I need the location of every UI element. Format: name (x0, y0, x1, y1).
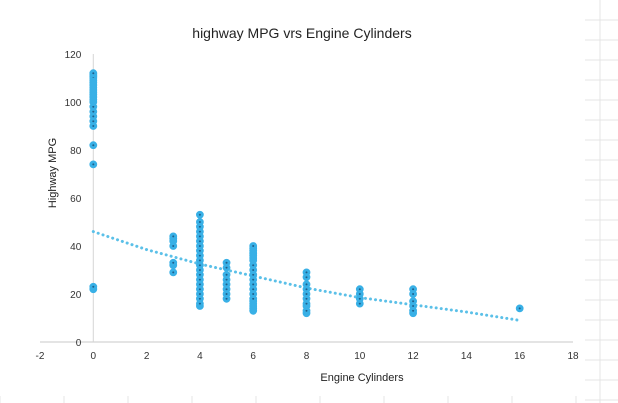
x-tick-label: 16 (514, 351, 526, 362)
data-point-center (412, 288, 415, 291)
data-point-center (198, 235, 201, 238)
y-tick-label: 120 (65, 50, 82, 61)
y-tick-label: 100 (65, 98, 82, 109)
y-tick-label: 80 (70, 146, 82, 157)
data-point-center (198, 302, 201, 305)
x-tick-label: 4 (197, 351, 203, 362)
x-tick-label: 2 (144, 351, 150, 362)
data-point-center (252, 288, 255, 291)
data-point-center (412, 300, 415, 303)
x-tick-label: 12 (408, 351, 420, 362)
data-point-center (198, 254, 201, 257)
data-point-center (92, 105, 95, 108)
data-point-center (198, 221, 201, 223)
data-point-center (305, 309, 308, 312)
x-tick-label: 0 (91, 351, 97, 362)
data-point-center (305, 302, 308, 305)
data-point-center (358, 297, 361, 300)
data-point-center (225, 297, 228, 300)
x-tick-label: 6 (250, 351, 256, 362)
data-point-center (198, 293, 201, 295)
data-point-center (412, 305, 415, 307)
data-point-center (92, 144, 95, 147)
data-point-center (358, 293, 361, 295)
data-point-center (198, 240, 201, 243)
data-point-center (225, 283, 228, 286)
data-point-center (305, 271, 308, 274)
data-point-center (252, 245, 255, 247)
data-point-center (198, 249, 201, 252)
data-point-center (198, 245, 201, 247)
data-point-center (172, 245, 175, 247)
data-point-center (305, 293, 308, 295)
data-point-center (305, 276, 308, 279)
x-tick-label: 8 (304, 351, 310, 362)
data-point-center (92, 120, 95, 123)
data-point-center (92, 110, 95, 113)
data-point-center (518, 307, 521, 310)
data-point-center (92, 115, 95, 118)
data-point-center (252, 273, 255, 276)
data-point-center (198, 297, 201, 300)
y-tick-label: 40 (70, 242, 82, 253)
data-points (89, 69, 524, 318)
data-point-center (198, 288, 201, 291)
data-point-center (252, 293, 255, 295)
data-point-center (198, 269, 201, 271)
data-point-center (412, 293, 415, 295)
data-point-center (92, 72, 95, 75)
x-tick-label: 14 (461, 351, 473, 362)
data-point-center (225, 278, 228, 281)
y-axis-label: Highway MPG (47, 138, 59, 208)
data-point-center (225, 261, 228, 264)
data-point-center (92, 125, 95, 127)
data-point-center (198, 273, 201, 276)
data-point-center (198, 283, 201, 286)
data-point-center (172, 261, 175, 264)
y-tick-label: 20 (70, 290, 82, 301)
data-point-center (252, 278, 255, 281)
y-tick-label: 60 (70, 194, 82, 205)
data-point-center (252, 264, 255, 267)
data-point-center (172, 271, 175, 274)
data-point-center (412, 309, 415, 312)
chart-title: highway MPG vrs Engine Cylinders (192, 25, 411, 41)
data-point-center (198, 278, 201, 281)
x-axis-label: Engine Cylinders (320, 372, 404, 384)
data-point-center (225, 273, 228, 276)
data-point-center (358, 302, 361, 305)
data-point-center (358, 288, 361, 291)
data-point-center (225, 293, 228, 295)
data-point-center (92, 285, 95, 288)
data-point-center (252, 269, 255, 271)
data-point-center (225, 288, 228, 291)
data-point-center (198, 264, 201, 267)
x-tick-labels: -2 0 2 4 6 8 10 12 14 16 18 (36, 351, 579, 362)
data-point-center (305, 283, 308, 286)
data-point-center (172, 235, 175, 238)
data-point-center (305, 297, 308, 300)
data-point-center (198, 213, 201, 216)
x-tick-label: 18 (567, 351, 579, 362)
data-point-center (198, 225, 201, 228)
x-tick-label: 10 (354, 351, 366, 362)
data-point-center (198, 230, 201, 233)
data-point-center (92, 163, 95, 166)
y-tick-labels: 0 20 40 60 80 100 120 (65, 50, 82, 349)
data-point-center (198, 259, 201, 262)
data-point-center (305, 288, 308, 291)
data-point-center (225, 266, 228, 269)
data-point-center (252, 297, 255, 300)
x-tick-label: -2 (36, 351, 45, 362)
data-point-center (252, 283, 255, 286)
y-tick-label: 0 (76, 338, 82, 349)
